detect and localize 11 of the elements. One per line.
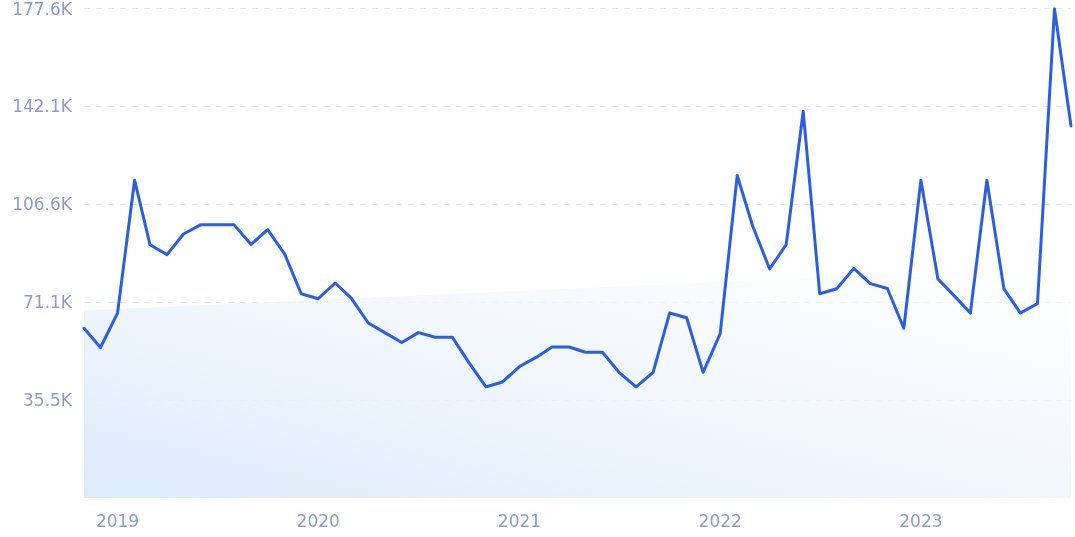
y-tick-label: 142.1K	[12, 96, 73, 117]
y-tick-label: 35.5K	[23, 390, 73, 411]
x-tick-label: 2019	[95, 510, 140, 531]
x-tick-label: 2021	[497, 510, 542, 531]
x-tick-label: 2022	[698, 510, 742, 531]
y-tick-label: 106.6K	[12, 194, 73, 215]
line-series	[82, 7, 1073, 389]
y-tick-label: 177.6K	[12, 0, 73, 19]
x-tick-label: 2023	[899, 510, 943, 531]
y-tick-label: 71.1K	[23, 292, 73, 313]
x-tick-label: 2020	[296, 510, 340, 531]
